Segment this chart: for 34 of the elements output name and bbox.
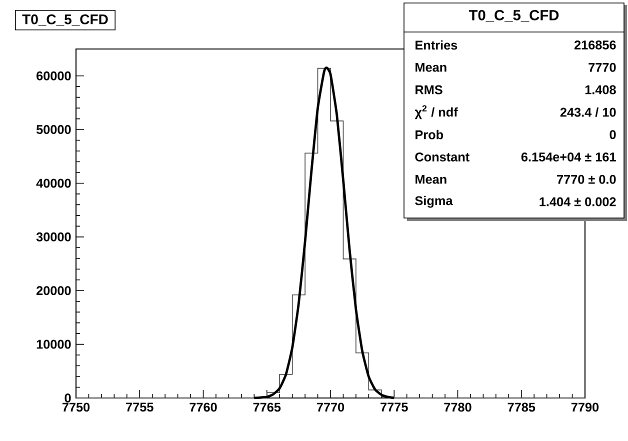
annotation: χ$^{2}$ / ndf bbox=[414, 105, 458, 120]
annotation: Mean bbox=[416, 174, 446, 184]
annotation: Prob bbox=[416, 130, 444, 140]
annotation: 6.154e+04 ± 161 bbox=[521, 152, 616, 162]
chart-title: T0_C_5_CFD bbox=[22, 14, 108, 26]
y-tick-label: 60000 bbox=[36, 71, 71, 80]
x-tick-label: 7750 bbox=[62, 402, 90, 412]
x-tick-label: 7765 bbox=[253, 402, 281, 412]
annotation: RMS bbox=[416, 85, 442, 94]
y-tick-label: 0 bbox=[64, 394, 71, 402]
text: 0 bbox=[610, 130, 616, 140]
annotation: 1.404 ± 0.002 bbox=[540, 197, 616, 206]
x-tick-label: 7755 bbox=[126, 402, 154, 412]
y-tick-label: 10000 bbox=[36, 340, 71, 349]
x-tick-label: 7790 bbox=[571, 402, 599, 412]
x-tick-label: 7760 bbox=[190, 402, 217, 412]
y-tick-label: 50000 bbox=[36, 125, 71, 134]
y-tick-label: 20000 bbox=[36, 286, 71, 296]
y-tick-label: 40000 bbox=[36, 178, 71, 188]
annotation: Entries bbox=[416, 40, 458, 50]
text: 1.408 bbox=[585, 85, 616, 94]
annotation: Constant bbox=[415, 152, 470, 162]
x-tick-label: 7770 bbox=[316, 402, 344, 412]
annotation: 7770 ± 0.0 bbox=[557, 174, 616, 184]
x-tick-label: 7785 bbox=[508, 402, 536, 412]
x-tick-label: 7780 bbox=[444, 402, 472, 412]
x-tick-label: 7775 bbox=[380, 402, 408, 412]
annotation: 243.4 / 10 bbox=[560, 107, 616, 117]
annotation: Sigma bbox=[415, 196, 453, 208]
annotation: 216856 bbox=[574, 40, 616, 50]
annotation: Mean bbox=[416, 62, 446, 72]
text: 7770 bbox=[588, 62, 616, 72]
y-tick-label: 30000 bbox=[36, 232, 71, 242]
text: T0_C_5_CFD bbox=[468, 10, 559, 22]
